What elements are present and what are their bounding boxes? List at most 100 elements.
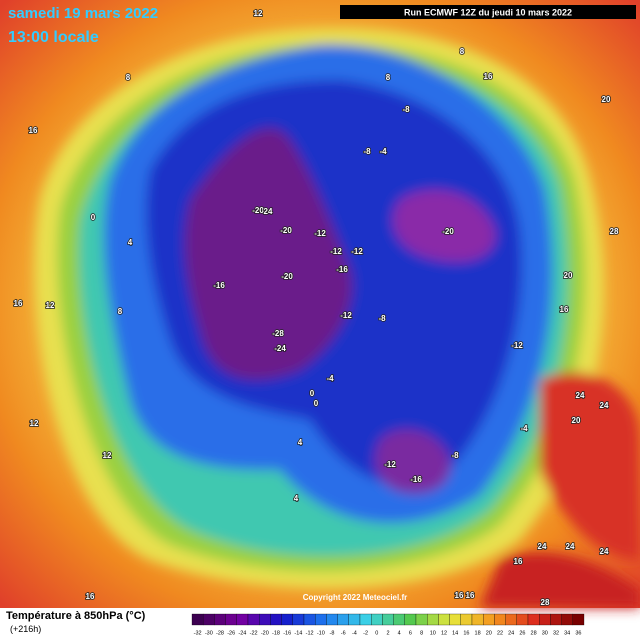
colorbar-tick-label: 22 (497, 630, 503, 636)
contour-label: 12 (46, 301, 55, 310)
colorbar-tick-label: -14 (294, 630, 302, 636)
colorbar-tick-label: -12 (306, 630, 314, 636)
contour-label: 16 (14, 299, 23, 308)
colorbar-tick-label: -20 (261, 630, 269, 636)
contour-label: 24 (538, 542, 547, 551)
map-background (0, 0, 640, 608)
colorbar-tick-label: 30 (542, 630, 548, 636)
contour-label: -20 (280, 226, 292, 235)
colorbar-swatch (337, 613, 349, 626)
contour-label: 12 (30, 419, 39, 428)
colorbar-tick-label: 32 (553, 630, 559, 636)
colorbar-tick-label: -30 (205, 630, 213, 636)
run-info: Run ECMWF 12Z du jeudi 10 mars 2022 (404, 7, 572, 17)
colorbar-swatch (236, 613, 249, 626)
colorbar: -32 -30 -28 -26 -24 -22 -20 -18 -16 -14 -12 -10 -8 -6… (191, 613, 585, 636)
contour-label: 28 (541, 598, 550, 607)
contour-label: -4 (379, 147, 387, 156)
colorbar-swatch (315, 613, 327, 626)
colorbar-tick-label: 10 (430, 630, 436, 636)
colorbar-tick-label: 24 (508, 630, 514, 636)
colorbar-tick-label: 12 (441, 630, 447, 636)
colorbar-swatch (382, 613, 394, 626)
colorbar-swatch (471, 613, 484, 626)
colorbar-swatch (214, 613, 226, 626)
colorbar-tick-label: 4 (398, 630, 401, 636)
contour-label: 20 (602, 95, 611, 104)
colorbar-swatch (483, 613, 495, 626)
colorbar-tick-label: 2 (386, 630, 389, 636)
contour-label: 4 (294, 494, 299, 503)
contour-label: -16 (213, 281, 225, 290)
contour-label: -16 (410, 475, 422, 484)
colorbar-swatch (371, 613, 383, 626)
colorbar-swatch (460, 613, 473, 626)
colorbar-tick-label: 16 (463, 630, 469, 636)
colorbar-swatch (427, 613, 439, 626)
contour-label: 0 (91, 213, 96, 222)
contour-label: -16 (336, 265, 348, 274)
contour-label: 8 (126, 73, 131, 82)
colorbar-swatch (326, 613, 338, 626)
contour-label: -4 (326, 374, 334, 383)
colorbar-swatch (359, 613, 372, 626)
colorbar-tick-label: 28 (531, 630, 537, 636)
contour-label: -8 (402, 105, 410, 114)
colorbar-tick-label: 20 (486, 630, 492, 636)
colorbar-swatch (292, 613, 305, 626)
colorbar-tick-label: 36 (575, 630, 581, 636)
colorbar-swatch (281, 613, 293, 626)
contour-label: 20 (564, 271, 573, 280)
contour-label: 24 (566, 542, 575, 551)
contour-label: -12 (340, 311, 352, 320)
contour-label: -12 (351, 247, 363, 256)
colorbar-swatch (539, 613, 551, 626)
colorbar-tick-label: 14 (452, 630, 458, 636)
colorbar-swatch (393, 613, 405, 626)
contour-label: 24 (600, 401, 609, 410)
contour-label: 24 (600, 547, 609, 556)
colorbar-tick-label: -16 (283, 630, 291, 636)
contour-label: 12 (103, 451, 112, 460)
colorbar-swatch (247, 613, 260, 626)
contour-label: -12 (330, 247, 342, 256)
run-box (340, 5, 636, 19)
colorbar-tick-label: -32 (194, 630, 202, 636)
contour-label: -12 (314, 229, 326, 238)
lead-time: (+216h) (10, 624, 41, 634)
colorbar-tick-label: -24 (238, 630, 246, 636)
contour-label: -8 (451, 451, 459, 460)
colorbar-swatch (449, 613, 461, 626)
contour-label: -8 (363, 147, 371, 156)
contour-label: -28 (272, 329, 284, 338)
colorbar-swatch (494, 613, 506, 626)
contour-label: -12 (384, 460, 396, 469)
contour-label: -20 (281, 272, 293, 281)
contour-label: 16 (29, 126, 38, 135)
colorbar-swatch (191, 613, 204, 626)
contour-label: 0 (314, 399, 319, 408)
colorbar-swatch (527, 613, 540, 626)
colorbar-swatch (572, 613, 585, 626)
colorbar-swatch (270, 613, 282, 626)
colorbar-tick-label: -4 (352, 630, 357, 636)
contour-label: -24 (274, 344, 286, 353)
colorbar-swatch (348, 613, 361, 626)
colorbar-tick-label: -2 (363, 630, 368, 636)
contour-label: -20 (442, 227, 454, 236)
contour-label: 12 (254, 9, 263, 18)
colorbar-swatch (303, 613, 316, 626)
colorbar-tick-label: -26 (227, 630, 235, 636)
contour-label: -20 (252, 206, 264, 215)
contour-label: 16 (484, 72, 493, 81)
colorbar-tick-label: 18 (475, 630, 481, 636)
colorbar-tick-label: -6 (341, 630, 346, 636)
contour-label: 8 (118, 307, 123, 316)
contour-label: 16 (560, 305, 569, 314)
colorbar-swatch (225, 613, 237, 626)
contour-label: -4 (520, 424, 528, 433)
date: samedi 19 mars 2022 (8, 5, 158, 22)
contour-label: 4 (298, 438, 303, 447)
